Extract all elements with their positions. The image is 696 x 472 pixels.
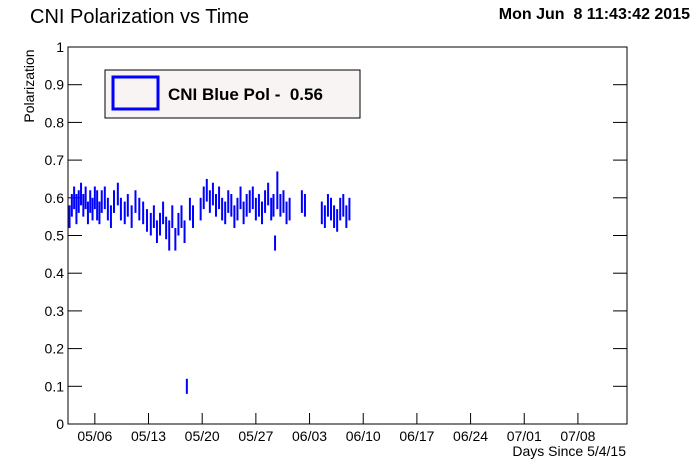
x-tick-label: 06/03 bbox=[292, 428, 327, 444]
x-tick-label: 05/13 bbox=[131, 428, 166, 444]
y-tick-label: 0 bbox=[56, 416, 64, 432]
y-tick-label: 0.1 bbox=[45, 378, 65, 394]
x-tick-label: 07/01 bbox=[507, 428, 542, 444]
legend-label: CNI Blue Pol - 0.56 bbox=[168, 85, 323, 104]
x-tick-label: 06/10 bbox=[346, 428, 381, 444]
timestamp: Mon Jun 8 11:43:42 2015 bbox=[499, 6, 690, 23]
legend: CNI Blue Pol - 0.56 bbox=[104, 69, 361, 119]
y-tick-label: 0.5 bbox=[45, 228, 65, 244]
x-axis-title: Days Since 5/4/15 bbox=[512, 443, 626, 459]
x-tick-label: 05/06 bbox=[77, 428, 112, 444]
legend-swatch bbox=[111, 75, 160, 111]
y-tick-label: 0.4 bbox=[45, 265, 65, 281]
y-axis-title: Polarization bbox=[21, 49, 37, 122]
y-tick-label: 0.7 bbox=[45, 152, 65, 168]
x-tick-label: 05/20 bbox=[185, 428, 220, 444]
y-tick-label: 0.9 bbox=[45, 77, 65, 93]
x-tick-label: 06/17 bbox=[399, 428, 434, 444]
x-tick-label: 06/24 bbox=[453, 428, 488, 444]
y-tick-label: 0.6 bbox=[45, 190, 65, 206]
y-tick-label: 1 bbox=[56, 39, 64, 55]
y-tick-label: 0.3 bbox=[45, 303, 65, 319]
chart-title: CNI Polarization vs Time bbox=[30, 6, 249, 28]
x-tick-label: 05/27 bbox=[238, 428, 273, 444]
x-tick-label: 07/08 bbox=[560, 428, 595, 444]
y-tick-label: 0.2 bbox=[45, 341, 65, 357]
y-tick-label: 0.8 bbox=[45, 114, 65, 130]
